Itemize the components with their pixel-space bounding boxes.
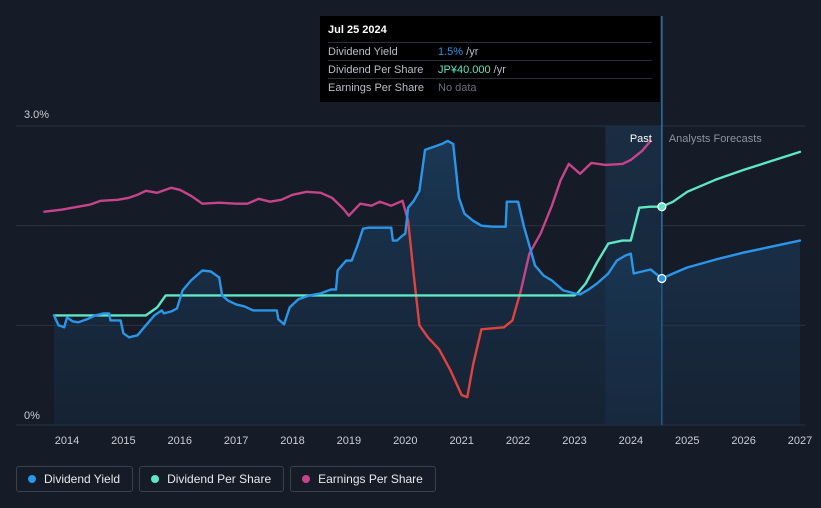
x-tick-label: 2023 bbox=[562, 435, 586, 447]
series-lines bbox=[43, 139, 802, 399]
axis-labels: 3.0% 0% 2014 2015 2016 2017 2018 2019 2020 2021 20… bbox=[24, 109, 812, 447]
x-tick-label: 2019 bbox=[337, 435, 361, 447]
x-tick-label: 2026 bbox=[731, 435, 755, 447]
earnings-per-share-line-recent bbox=[519, 139, 652, 292]
x-tick-label: 2017 bbox=[224, 435, 248, 447]
series-markers bbox=[657, 202, 667, 284]
tooltip-unit: /yr bbox=[463, 45, 479, 58]
y-tick-label: 0% bbox=[24, 410, 40, 422]
legend-earnings-per-share[interactable]: Earnings Per Share bbox=[290, 466, 436, 492]
y-tick-label: 3.0% bbox=[24, 109, 49, 121]
x-tick-label: 2015 bbox=[111, 435, 135, 447]
tooltip-label: Dividend Per Share bbox=[328, 63, 424, 76]
legend-dot-icon bbox=[151, 475, 160, 483]
x-tick-label: 2018 bbox=[280, 435, 304, 447]
x-tick-label: 2022 bbox=[506, 435, 530, 447]
marker-dividend-yield bbox=[657, 273, 667, 284]
x-tick-label: 2016 bbox=[168, 435, 192, 447]
earnings-per-share-line bbox=[43, 186, 410, 222]
yield-area bbox=[54, 140, 800, 425]
tooltip-label: Earnings Per Share bbox=[328, 81, 424, 94]
dividend-yield-area bbox=[54, 140, 800, 425]
x-tick-label: 2021 bbox=[449, 435, 473, 447]
tooltip-unit: /yr bbox=[490, 63, 506, 76]
legend-label: Earnings Per Share bbox=[318, 472, 423, 486]
past-label: Past bbox=[630, 133, 652, 145]
forecast-label: Analysts Forecasts bbox=[669, 133, 762, 145]
tooltip-value: JP¥40.000 bbox=[438, 63, 491, 76]
legend-label: Dividend Per Share bbox=[167, 472, 272, 486]
legend-dividend-per-share[interactable]: Dividend Per Share bbox=[139, 466, 285, 492]
chart-tooltip: Jul 25 2024 Dividend Yield 1.5% /yr Divi… bbox=[320, 16, 660, 102]
x-tick-label: 2025 bbox=[675, 435, 699, 447]
legend-dividend-yield[interactable]: Dividend Yield bbox=[16, 466, 134, 492]
legend-dot-icon bbox=[28, 475, 36, 483]
legend-label: Dividend Yield bbox=[44, 472, 121, 486]
x-tick-label: 2020 bbox=[393, 435, 417, 447]
dividend-per-share-forecast-line bbox=[660, 150, 802, 208]
dividend-yield-forecast-line bbox=[660, 239, 802, 280]
legend-dot-icon bbox=[302, 475, 311, 483]
tooltip-date: Jul 25 2024 bbox=[328, 24, 387, 36]
tooltip-label: Dividend Yield bbox=[328, 45, 398, 58]
x-tick-label: 2027 bbox=[788, 435, 812, 447]
tooltip-value: No data bbox=[438, 81, 477, 94]
tooltip-row-dividend-per-share: Dividend Per Share JP¥40.000 /yr bbox=[328, 60, 652, 78]
dividend-yield-line bbox=[52, 139, 664, 339]
x-tick-label: 2014 bbox=[55, 435, 79, 447]
chart-legend: Dividend Yield Dividend Per Share Earnin… bbox=[16, 466, 436, 492]
tooltip-value: 1.5% bbox=[438, 45, 464, 58]
tooltip-row-earnings-per-share: Earnings Per Share No data bbox=[328, 78, 652, 96]
marker-dividend-per-share bbox=[657, 202, 667, 212]
tooltip-row-dividend-yield: Dividend Yield 1.5% /yr bbox=[328, 42, 652, 60]
x-tick-label: 2024 bbox=[619, 435, 643, 447]
dividend-per-share-line bbox=[52, 205, 664, 317]
earnings-per-share-line-dip bbox=[406, 219, 523, 399]
